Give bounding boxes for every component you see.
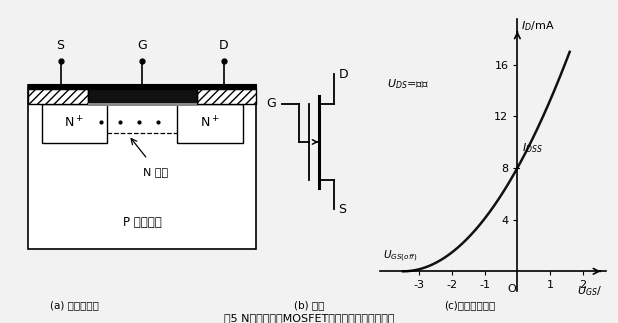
Text: N 沟道: N 沟道 [143,167,168,177]
Text: $U_{GS(off)}$: $U_{GS(off)}$ [383,248,418,264]
Text: G: G [137,39,147,52]
Text: D: D [339,68,348,81]
Text: S: S [339,203,346,216]
Bar [88,103,197,106]
Text: $U_{DS}$=常数: $U_{DS}$=常数 [387,77,429,91]
Text: P 型硅衬底: P 型硅衬底 [123,216,161,229]
Text: $I_{DSS}$: $I_{DSS}$ [522,141,543,155]
Text: (a) 结构示意图: (a) 结构示意图 [49,300,99,310]
Bar [28,89,88,104]
Text: (b) 符号: (b) 符号 [294,300,324,310]
Bar [28,84,256,89]
Text: D: D [219,39,229,52]
Text: N$^+$: N$^+$ [64,116,84,131]
Text: N$^+$: N$^+$ [200,116,220,131]
Bar [88,89,197,104]
Text: S: S [57,39,64,52]
Text: $I_D$/mA: $I_D$/mA [522,19,555,33]
Bar [28,85,256,249]
Bar [177,104,243,143]
Bar [197,89,256,104]
Bar [41,104,107,143]
Text: $U_{GS}/$: $U_{GS}/$ [577,284,603,298]
Text: O: O [507,284,516,294]
Text: (c)转移特性曲线: (c)转移特性曲线 [444,300,495,310]
Text: G: G [266,97,276,110]
Text: 图5 N沟道耗尽型MOSFET的结构和转移特性曲线: 图5 N沟道耗尽型MOSFET的结构和转移特性曲线 [224,313,394,323]
